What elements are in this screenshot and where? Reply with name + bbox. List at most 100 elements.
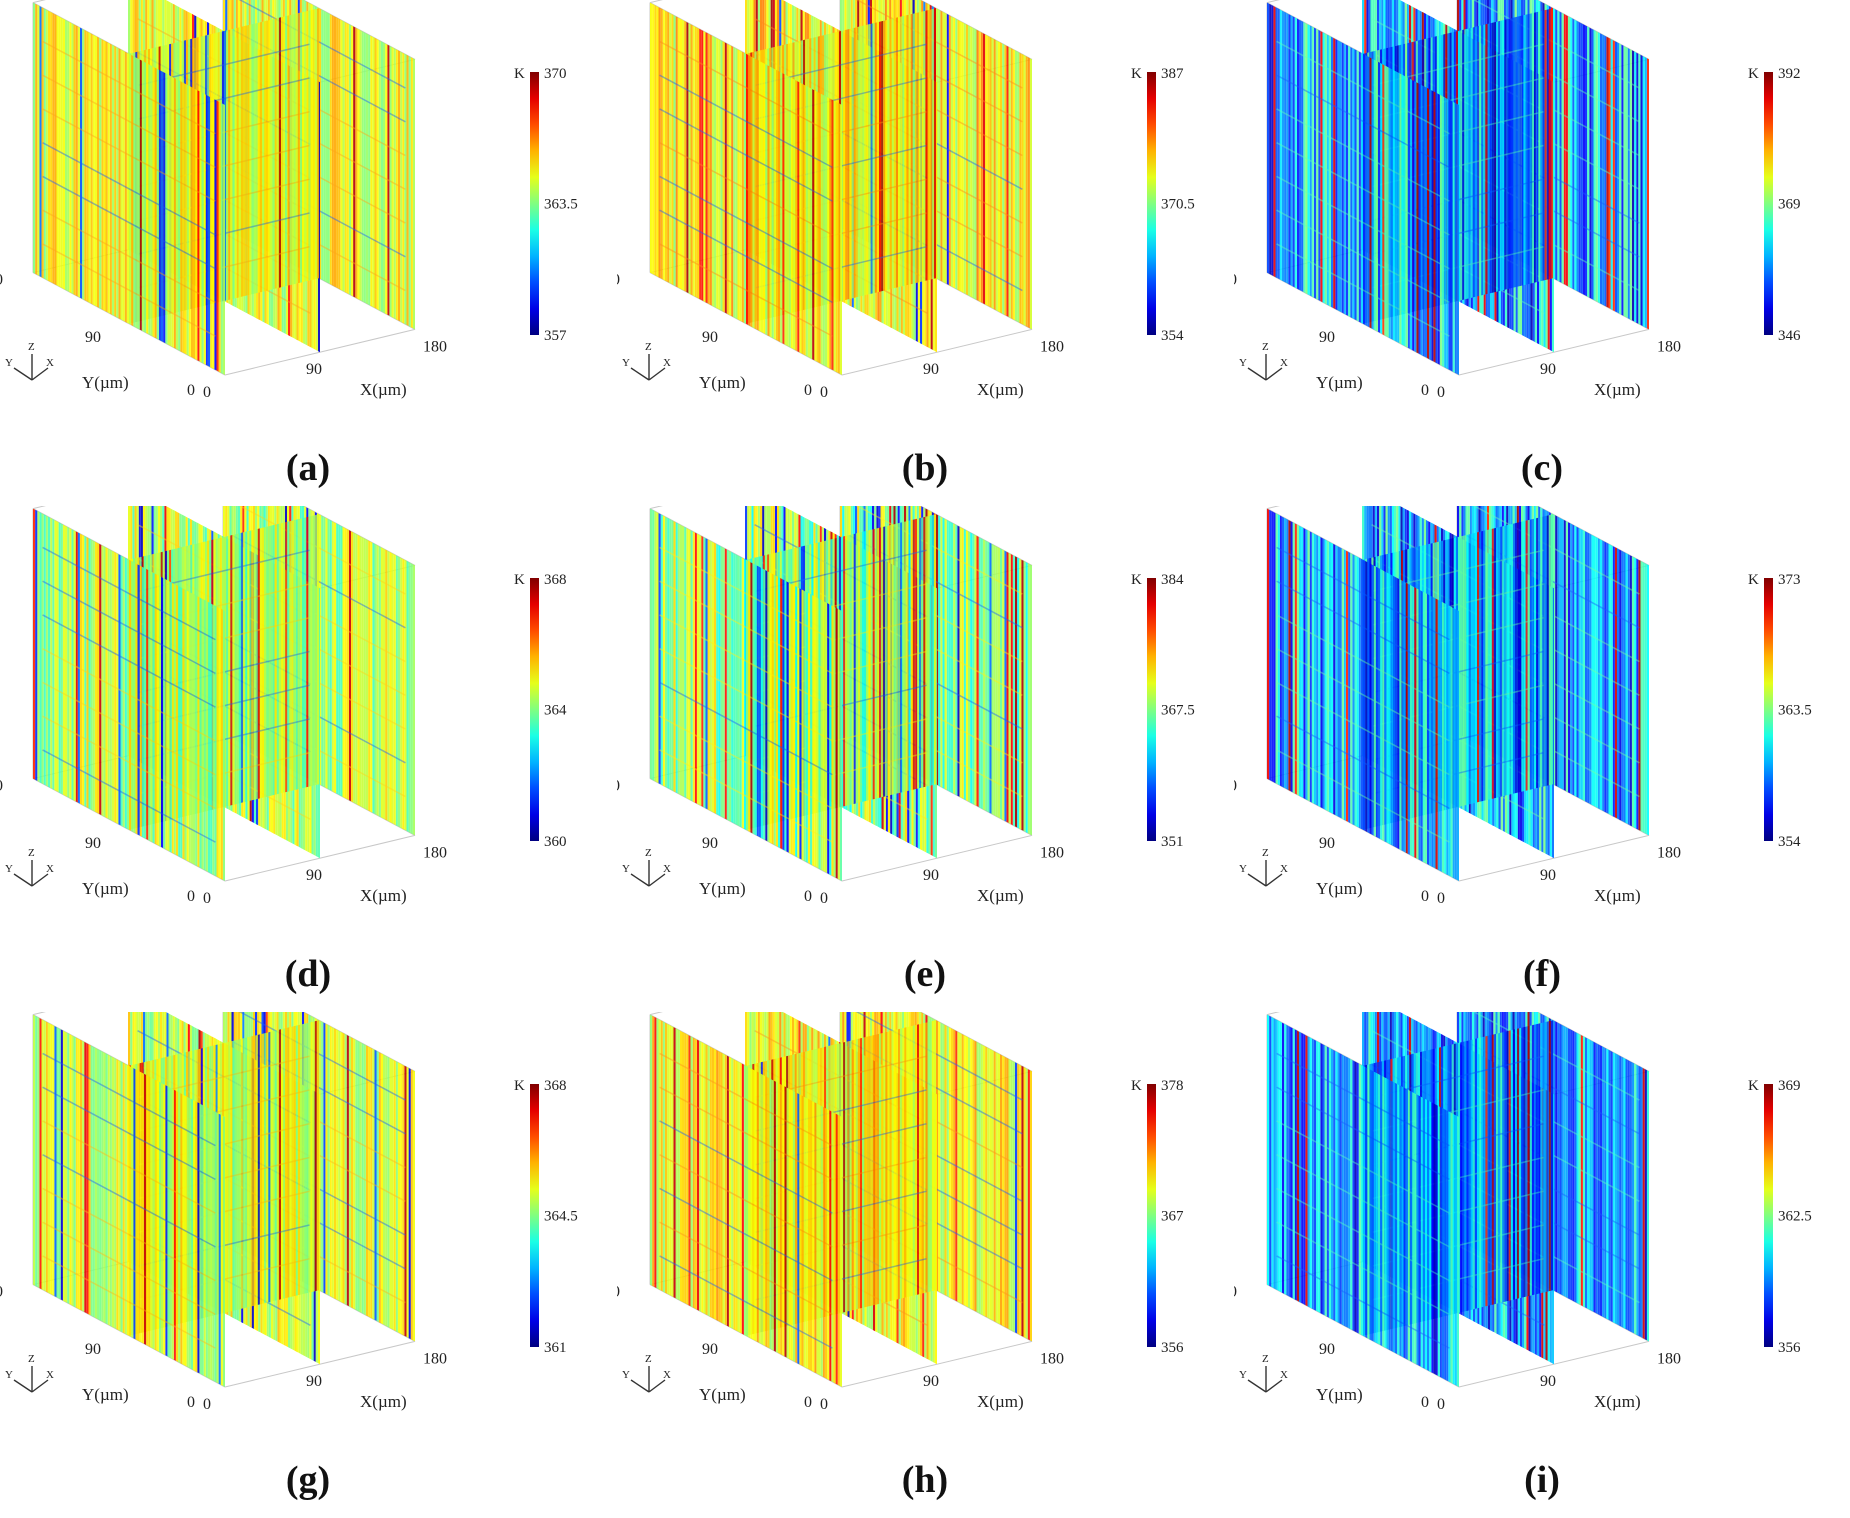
temperature-stripe (904, 15, 907, 286)
temperature-stripe (1521, 521, 1524, 792)
temperature-stripe (376, 38, 379, 311)
temperature-stripe (1439, 600, 1442, 872)
temperature-stripe (97, 542, 100, 814)
temperature-stripe (731, 1057, 734, 1329)
temperature-stripe (987, 541, 990, 813)
temperature-stripe (1023, 560, 1026, 832)
temperature-stripe (1479, 1037, 1482, 1308)
temperature-stripe (180, 587, 183, 859)
temperature-stripe (402, 558, 405, 830)
temperature-stripe (412, 564, 415, 836)
temperature-stripe (1281, 10, 1285, 282)
temperature-stripe (1320, 1043, 1323, 1315)
temperature-stripe (938, 515, 941, 787)
temperature-stripe (163, 578, 166, 850)
temperature-stripe (788, 582, 791, 854)
temperature-stripe (353, 1038, 356, 1310)
temperature-stripe (1420, 84, 1423, 356)
scan-line (42, 1120, 216, 1214)
temperature-stripe (767, 1077, 770, 1349)
scan-line (1276, 648, 1450, 742)
temperature-stripe (1324, 33, 1327, 305)
triad-label: Y (5, 357, 13, 369)
temperature-stripe (218, 607, 221, 879)
temperature-stripe (879, 527, 882, 798)
temperature-stripe (807, 1098, 810, 1370)
temperature-stripe (376, 1050, 379, 1323)
temperature-stripe (1642, 562, 1645, 834)
temperature-stripe (94, 1047, 97, 1319)
temperature-stripe (404, 53, 407, 325)
scan-line (42, 142, 216, 236)
temperature-stripe (291, 14, 294, 285)
colorbar-tick-label: 370.5 (1161, 197, 1195, 213)
temperature-stripe (1271, 510, 1274, 782)
temperature-stripe (35, 3, 38, 275)
temperature-stripe (656, 6, 659, 278)
temperature-stripe (255, 1034, 258, 1306)
temperature-stripe (88, 1044, 91, 1316)
temperature-stripe (154, 67, 157, 339)
scan-line (659, 74, 833, 169)
temperature-stripe (300, 12, 303, 283)
temperature-stripe (686, 21, 689, 294)
temperature-stripe (342, 20, 345, 292)
temperature-stripe (1025, 1068, 1028, 1340)
temperature-stripe (1382, 1076, 1385, 1348)
panel-caption: (a) (285, 447, 331, 489)
temperature-stripe (756, 1071, 759, 1343)
temperature-stripe (1021, 1065, 1024, 1337)
temperature-stripe (919, 1023, 922, 1295)
temperature-stripe (769, 572, 772, 844)
temperature-stripe (765, 570, 768, 842)
temperature-stripe (1412, 1092, 1415, 1364)
temperature-stripe (662, 9, 665, 281)
temperature-stripe (257, 528, 260, 799)
temperature-stripe (682, 525, 685, 797)
scan-line (1276, 1120, 1450, 1214)
temperature-stripe (346, 1035, 349, 1307)
temperature-stripe (116, 47, 119, 319)
temperature-stripe (933, 1020, 936, 1291)
temperature-stripe (733, 1059, 736, 1331)
scan-line (659, 1187, 833, 1282)
temperature-stripe (1525, 1026, 1528, 1297)
temperature-stripe (1644, 57, 1647, 329)
x-tick-label: 90 (1540, 1373, 1556, 1390)
temperature-stripe (1525, 520, 1528, 791)
temperature-stripe (402, 52, 405, 324)
temperature-stripe (864, 24, 867, 296)
scan-line (659, 1120, 833, 1214)
temperature-stripe (1634, 1063, 1637, 1335)
temperature-stripe (1333, 543, 1336, 815)
temperature-stripe (726, 43, 729, 315)
temperature-stripe (843, 30, 846, 301)
x-axis-label: X(µm) (1594, 1392, 1641, 1411)
temperature-stripe (1407, 1089, 1410, 1361)
temperature-stripe (699, 534, 702, 806)
temperature-stripe (795, 80, 798, 352)
temperature-stripe (1570, 1029, 1573, 1301)
temperature-stripe (274, 1030, 277, 1301)
temperature-stripe (1403, 75, 1406, 347)
temperature-stripe (1574, 1031, 1577, 1303)
temperature-stripe (696, 1039, 700, 1311)
temperature-stripe (276, 17, 279, 289)
temperature-stripe (205, 1106, 208, 1378)
temperature-stripe (289, 520, 292, 792)
temperature-stripe (883, 526, 886, 797)
temperature-stripe (99, 1049, 102, 1321)
temperature-stripe (703, 1043, 706, 1315)
temperature-stripe (887, 19, 890, 290)
temperature-stripe (1371, 1070, 1374, 1342)
temperature-stripe (370, 1047, 373, 1319)
temperature-stripe (714, 1048, 717, 1320)
colorbar (1764, 578, 1773, 841)
y-tick-label: 180 (0, 272, 3, 289)
temperature-stripe (410, 57, 413, 329)
scan-line (1276, 142, 1450, 236)
temperature-stripe (1512, 1029, 1515, 1300)
x-tick-label: 90 (1540, 361, 1556, 378)
